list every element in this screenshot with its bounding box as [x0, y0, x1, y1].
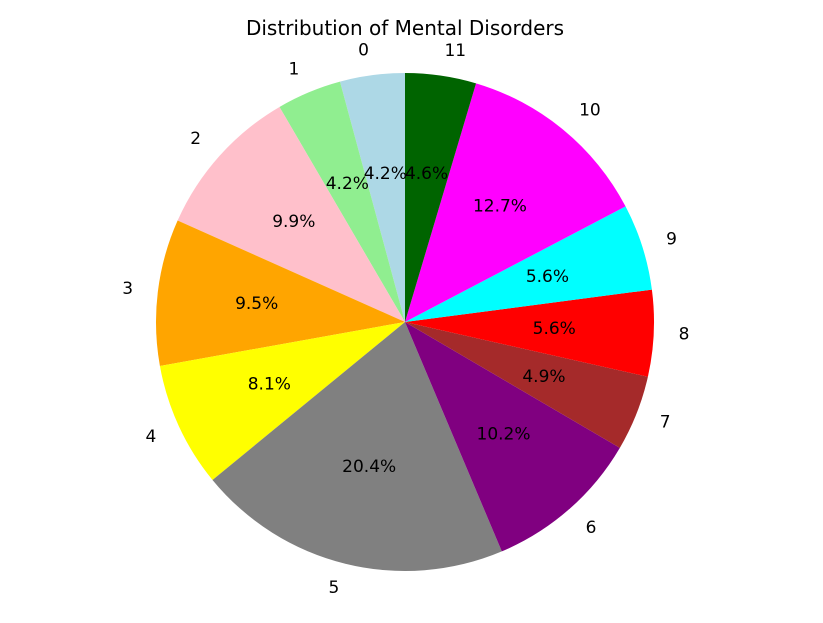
- percent-label-0: 4.2%: [364, 164, 407, 184]
- percent-label-8: 5.6%: [533, 319, 576, 339]
- category-label-2: 2: [190, 129, 201, 149]
- category-label-5: 5: [328, 578, 339, 598]
- category-label-4: 4: [145, 427, 156, 447]
- pie-slice-3: [155, 220, 405, 367]
- percent-label-10: 12.7%: [473, 197, 527, 217]
- category-label-0: 0: [358, 40, 369, 60]
- percent-label-5: 20.4%: [342, 457, 396, 477]
- pie-slice-9: [405, 206, 652, 322]
- category-label-9: 9: [666, 229, 677, 249]
- percent-label-9: 5.6%: [526, 267, 569, 287]
- percent-label-7: 4.9%: [522, 367, 565, 387]
- category-label-10: 10: [579, 101, 601, 121]
- percent-label-3: 9.5%: [235, 294, 278, 314]
- chart-title: Distribution of Mental Disorders: [246, 16, 564, 40]
- pie-slice-0: [339, 73, 405, 322]
- category-label-11: 11: [444, 41, 466, 61]
- category-label-1: 1: [288, 59, 299, 79]
- category-label-7: 7: [660, 413, 671, 433]
- pie-slice-4: [159, 322, 405, 480]
- pie-slice-1: [279, 81, 405, 322]
- percent-labels: 4.2%4.2% 9.9% 9.5% 8.1% 20.4% 10.2% 4.9% 5.6% 5.…: [235, 164, 576, 477]
- pie-slice-7: [405, 322, 648, 448]
- pie-slice-5: [212, 322, 502, 571]
- percent-label-2: 9.9%: [272, 212, 315, 232]
- category-label-6: 6: [586, 518, 597, 538]
- pie-slice-10: [405, 83, 626, 322]
- pie-slices: [155, 73, 654, 571]
- category-label-8: 8: [679, 324, 690, 344]
- percent-label-1: 4.2%: [326, 174, 369, 194]
- percent-label-4: 8.1%: [248, 375, 291, 395]
- pie-slice-2: [177, 106, 405, 322]
- percent-label-11: 4.6%: [405, 164, 448, 184]
- category-labels: 0 1 2 3 4 5 6 7 8 9 10 11: [122, 40, 689, 597]
- pie-slice-6: [405, 322, 620, 552]
- pie-slice-11: [405, 73, 477, 322]
- pie-slice-8: [405, 289, 654, 377]
- category-label-3: 3: [122, 279, 133, 299]
- percent-label-6: 10.2%: [477, 424, 531, 444]
